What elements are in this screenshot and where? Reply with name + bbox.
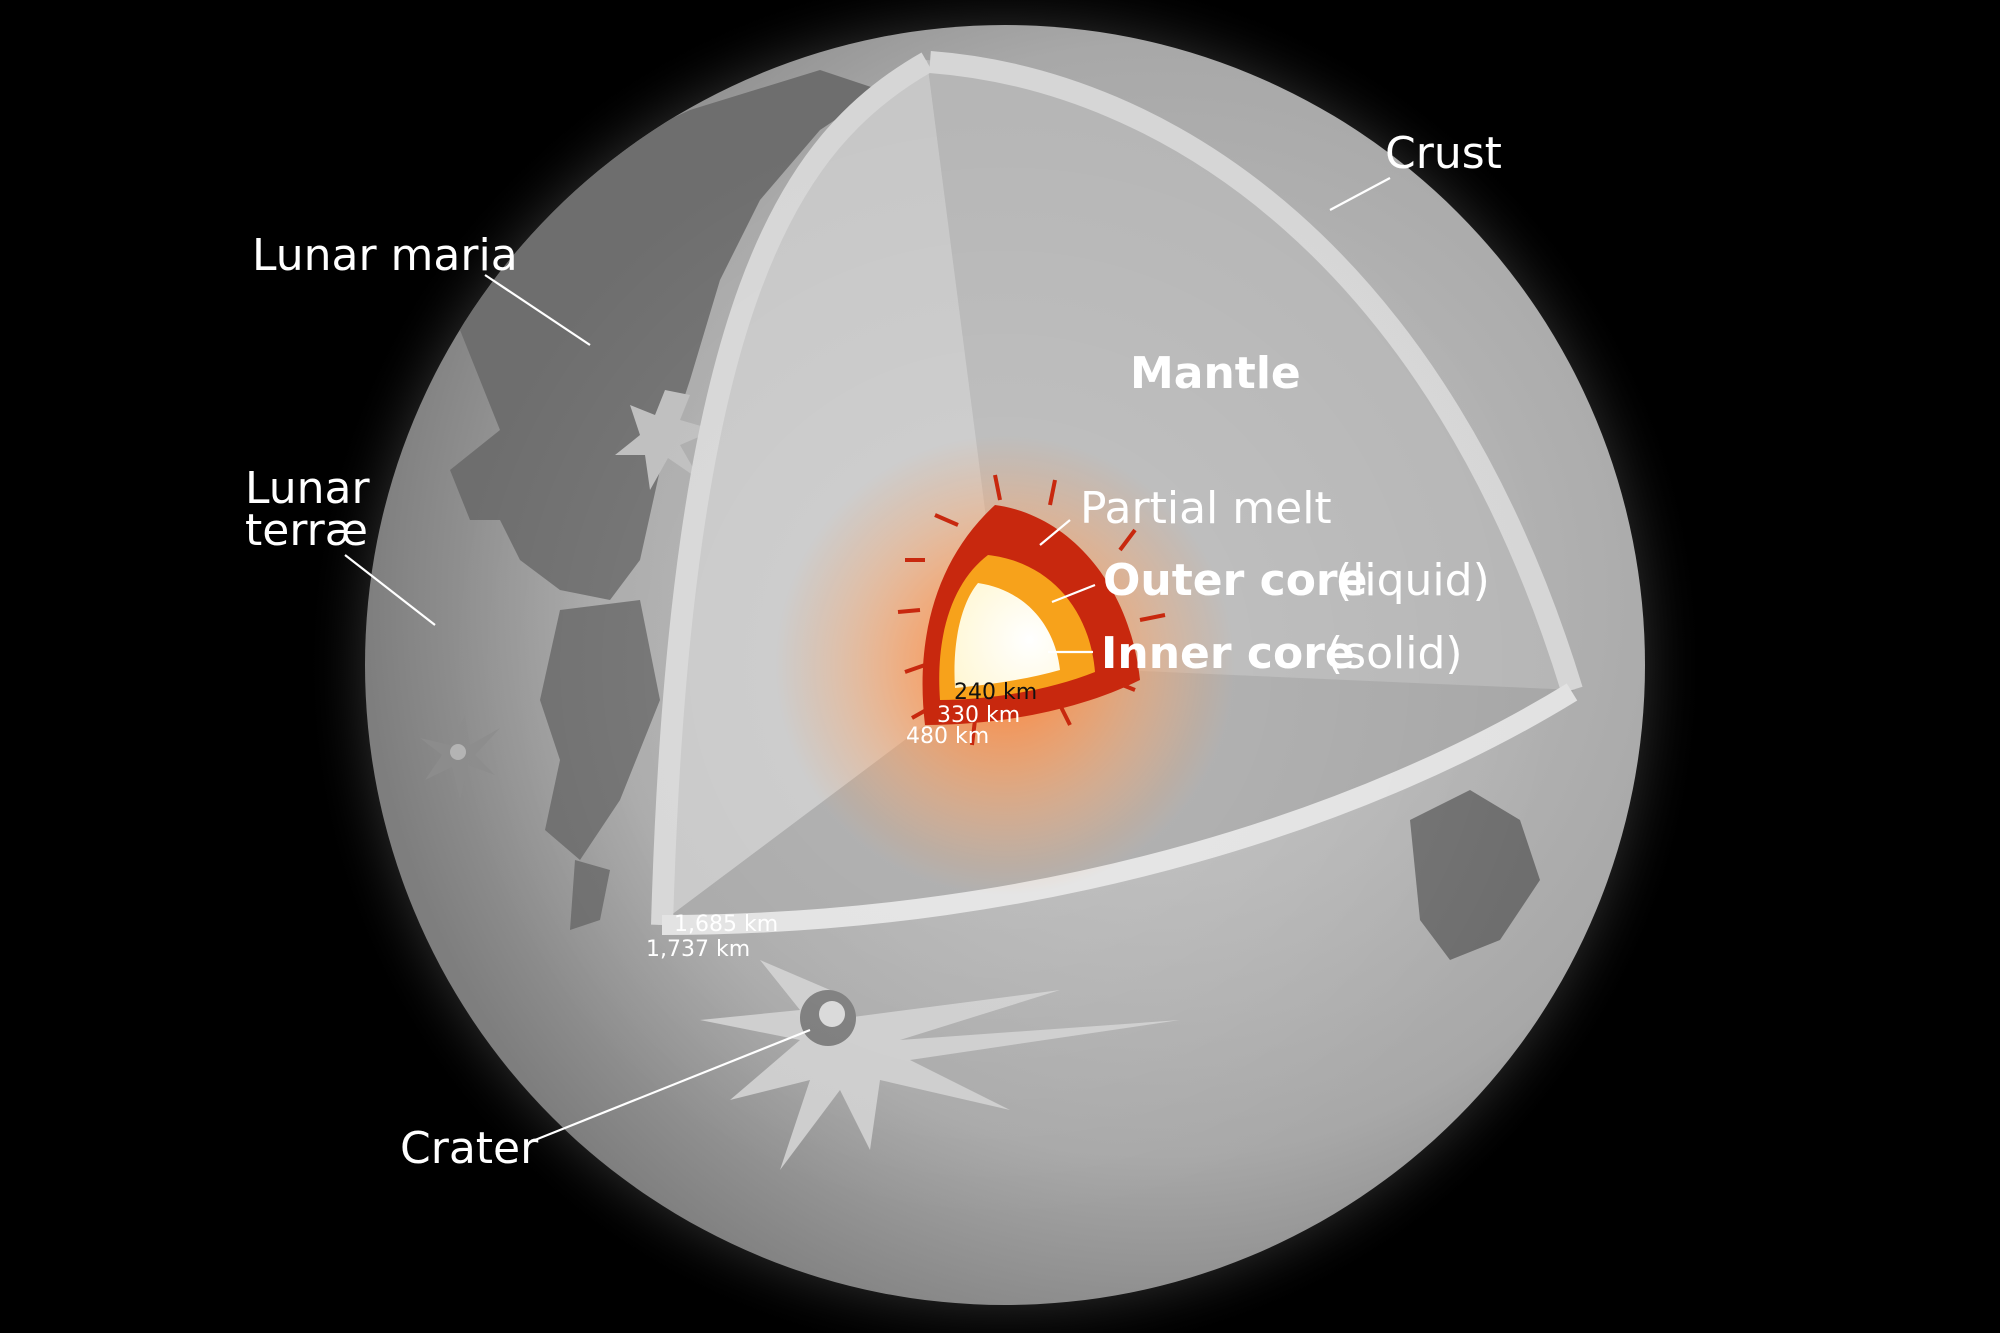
leader-lines xyxy=(344,177,1391,1142)
label-partial-melt: Partial melt xyxy=(1080,483,1332,534)
partial-melt-spikes xyxy=(897,474,1166,746)
label-lunar-maria: Lunar maria xyxy=(252,230,518,281)
label-lunar-terrae-line1: Lunar xyxy=(245,463,370,514)
leader-outer-core xyxy=(1051,583,1096,604)
radius-mantle: 1,685 km xyxy=(674,912,778,937)
leader-lunar-maria xyxy=(484,274,591,346)
radius-partial-melt: 480 km xyxy=(906,724,989,749)
label-lunar-terrae-line2: terræ xyxy=(245,505,368,556)
leader-partial-melt xyxy=(1039,519,1071,546)
leader-crater xyxy=(534,1028,811,1142)
radius-inner-core: 240 km xyxy=(954,680,1037,705)
leader-lunar-terrae xyxy=(344,554,436,626)
radius-outer-core: 330 km xyxy=(937,703,1020,728)
inner-core-layer xyxy=(954,583,1060,688)
labels: Crust Lunar maria Lunar terræ Mantle Par… xyxy=(245,128,1502,1174)
label-crater: Crater xyxy=(400,1123,539,1174)
leader-crust xyxy=(1329,177,1391,211)
radius-surface: 1,737 km xyxy=(646,937,750,962)
label-outer-core-state: (liquid) xyxy=(1335,555,1490,606)
label-inner-core-state: (solid) xyxy=(1326,628,1463,679)
label-crust: Crust xyxy=(1385,128,1502,179)
label-outer-core: Outer core xyxy=(1103,555,1367,606)
core xyxy=(775,435,1235,895)
label-inner-core: Inner core xyxy=(1101,628,1355,679)
label-mantle: Mantle xyxy=(1130,348,1301,399)
